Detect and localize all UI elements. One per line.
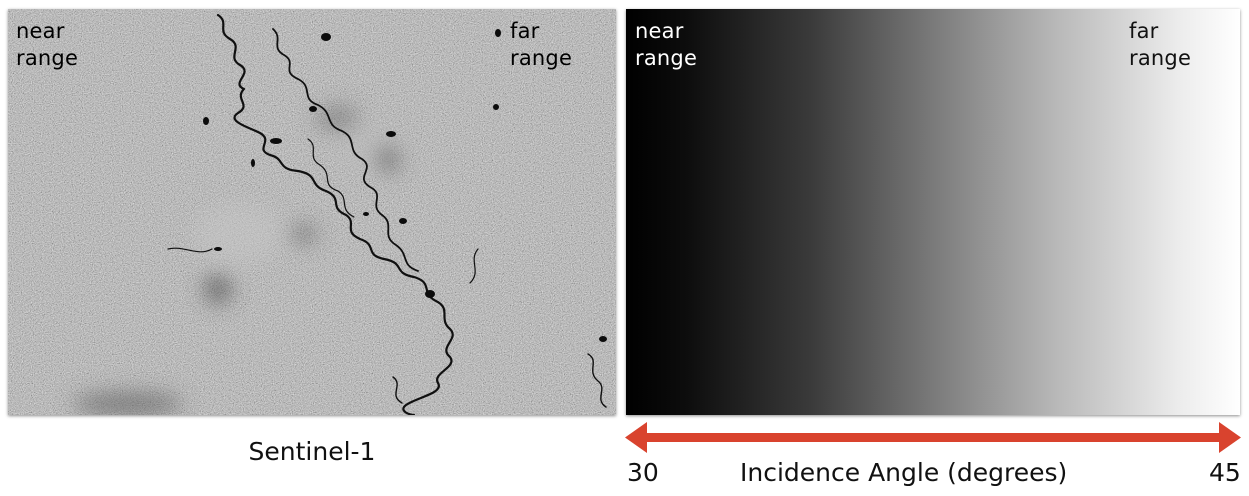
incidence-angle-arrow	[625, 422, 1241, 453]
incidence-angle-max-label: 45	[1209, 458, 1241, 487]
sentinel1-caption: Sentinel-1	[248, 437, 376, 466]
incidence-angle-min-label: 30	[627, 458, 659, 487]
sentinel1-sar-image	[8, 9, 616, 415]
gradient-far-range-label: far range	[1129, 19, 1192, 70]
sar-near-range-label: near range	[16, 19, 79, 70]
incidence-gradient-panel	[626, 9, 1240, 415]
incidence-angle-axis-title: Incidence Angle (degrees)	[740, 458, 1068, 487]
double-arrow-icon	[625, 422, 1241, 453]
gradient-near-range-label: near range	[635, 19, 698, 70]
sar-far-range-label: far range	[510, 19, 573, 70]
